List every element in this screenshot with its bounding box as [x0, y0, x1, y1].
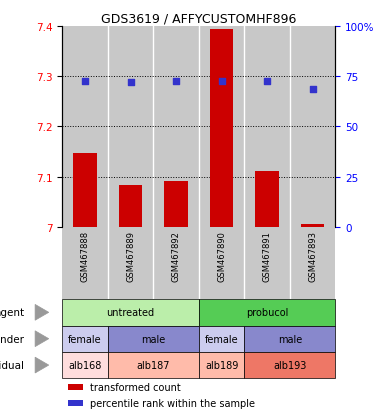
Point	[264, 79, 270, 85]
Text: GSM467892: GSM467892	[172, 230, 181, 281]
Text: probucol: probucol	[246, 308, 288, 318]
Text: gender: gender	[0, 334, 24, 344]
Text: GSM467891: GSM467891	[262, 230, 272, 281]
Text: percentile rank within the sample: percentile rank within the sample	[90, 398, 255, 408]
Text: male: male	[141, 334, 165, 344]
Text: individual: individual	[0, 360, 24, 370]
Point	[218, 78, 225, 85]
Text: alb187: alb187	[136, 360, 170, 370]
Bar	[108, 326, 199, 352]
Bar	[108, 227, 153, 299]
Bar	[245, 227, 290, 299]
Text: GSM467893: GSM467893	[308, 230, 317, 281]
Bar	[62, 299, 199, 326]
Bar	[245, 27, 290, 227]
Bar	[301, 225, 324, 227]
Text: transformed count: transformed count	[90, 382, 181, 392]
Bar	[245, 326, 335, 352]
Bar	[108, 352, 199, 378]
Bar	[62, 27, 108, 227]
Title: GDS3619 / AFFYCUSTOMHF896: GDS3619 / AFFYCUSTOMHF896	[101, 13, 296, 26]
Bar	[62, 326, 108, 352]
Bar	[73, 153, 97, 227]
Point	[82, 79, 88, 85]
Bar	[153, 227, 199, 299]
Bar	[164, 181, 188, 227]
Bar	[68, 384, 83, 390]
Bar	[62, 227, 108, 299]
Bar	[199, 27, 245, 227]
Bar	[290, 27, 335, 227]
Bar	[199, 299, 335, 326]
Bar	[245, 352, 335, 378]
Bar	[290, 227, 335, 299]
Bar	[199, 326, 245, 352]
Text: GSM467888: GSM467888	[81, 230, 90, 281]
Bar	[199, 227, 245, 299]
Bar	[62, 352, 108, 378]
Bar	[153, 27, 199, 227]
Text: male: male	[278, 334, 302, 344]
Bar	[255, 171, 279, 227]
Text: alb189: alb189	[205, 360, 238, 370]
Polygon shape	[35, 331, 49, 347]
Text: female: female	[68, 334, 102, 344]
Point	[310, 87, 316, 93]
Text: GSM467890: GSM467890	[217, 230, 226, 281]
Text: GSM467889: GSM467889	[126, 230, 135, 281]
Bar	[119, 186, 142, 227]
Bar	[68, 400, 83, 406]
Polygon shape	[35, 305, 49, 320]
Text: female: female	[205, 334, 238, 344]
Text: alb193: alb193	[273, 360, 307, 370]
Bar	[108, 27, 153, 227]
Bar	[199, 352, 245, 378]
Bar	[210, 30, 234, 227]
Point	[173, 79, 179, 85]
Text: untreated: untreated	[106, 308, 155, 318]
Polygon shape	[35, 357, 49, 373]
Text: alb168: alb168	[69, 360, 102, 370]
Point	[128, 80, 134, 86]
Text: agent: agent	[0, 308, 24, 318]
